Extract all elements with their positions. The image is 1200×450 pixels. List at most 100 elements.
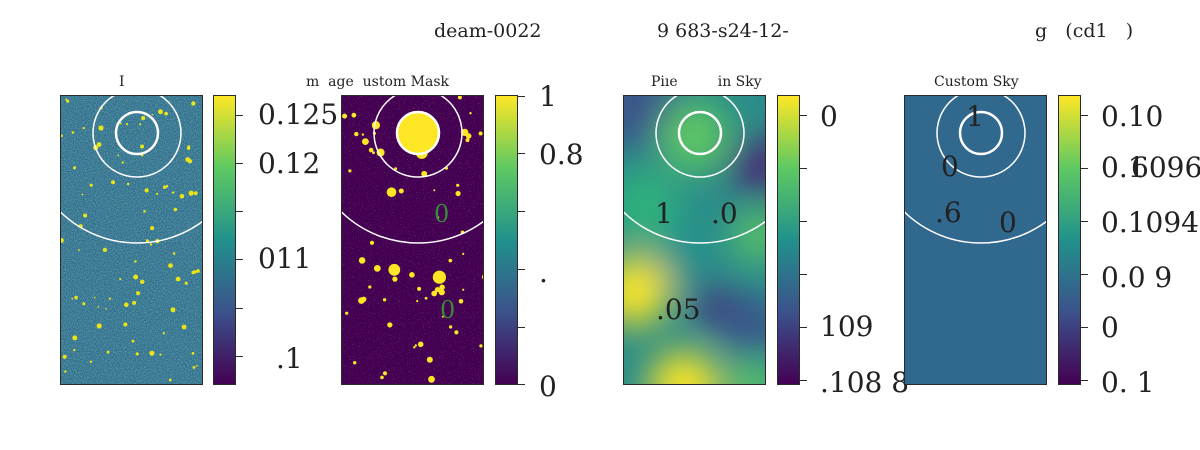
mask-blob — [469, 112, 472, 115]
mask-blob — [478, 131, 483, 136]
source-speck — [98, 125, 104, 131]
mask-overlay-label: 0 — [440, 296, 456, 324]
cbar4-label: 0.1094 — [1101, 206, 1199, 239]
cbar1-label: .1 — [276, 342, 303, 375]
mask-blob — [416, 299, 419, 303]
source-speck — [175, 276, 181, 282]
mask-blob — [353, 361, 357, 365]
source-speck — [102, 247, 107, 252]
mask-blob — [417, 286, 422, 291]
source-speck — [165, 184, 169, 188]
mask-blob — [448, 258, 453, 263]
source-speck — [149, 243, 153, 246]
source-speck — [117, 154, 120, 157]
source-speck — [123, 322, 128, 327]
mask-blob — [409, 272, 415, 278]
source-speck — [71, 297, 74, 300]
mask-blob — [386, 187, 397, 197]
panel-3-title: Piıe in Sky — [651, 74, 762, 90]
source-speck — [141, 116, 146, 121]
custom-sky-overlay-label: 0 — [941, 150, 959, 183]
cbar4-tick — [1081, 115, 1088, 116]
mask-blob — [348, 169, 352, 173]
source-speck — [149, 350, 155, 356]
colorbar-3 — [777, 95, 800, 385]
source-speck — [159, 353, 162, 356]
sky-overlay-label: .0 — [711, 197, 738, 230]
cbar4-label: 0.1 — [1101, 151, 1146, 184]
cbar3-tick — [800, 168, 807, 169]
cbar2-tick — [518, 211, 525, 212]
source-speck — [93, 296, 96, 299]
source-speck — [106, 350, 110, 354]
cbar1-tick — [236, 211, 243, 212]
source-speck — [139, 123, 142, 126]
header-left: deam-0022 — [434, 20, 542, 42]
panel-4-title: Custom Sky — [934, 74, 1019, 90]
header-right: g (cd1 ) — [1035, 20, 1134, 42]
mask-blob — [382, 371, 388, 376]
mask-blob — [351, 112, 357, 118]
source-speck — [133, 274, 139, 280]
source-speck — [119, 122, 122, 125]
custom-sky-overlay-label: .6 — [935, 196, 962, 229]
mask-blob — [455, 190, 461, 197]
mask-blob — [462, 288, 465, 291]
mask-blob — [433, 189, 436, 192]
mask-blob — [342, 113, 348, 119]
cbar3-tick — [800, 380, 807, 381]
mask-blob — [426, 356, 433, 363]
source-speck — [168, 263, 173, 268]
source-speck — [135, 352, 139, 356]
colorbar-1 — [213, 95, 236, 385]
cbar3-tick — [800, 115, 807, 116]
colorbar-2 — [495, 95, 518, 385]
mask-blob — [373, 265, 381, 272]
source-speck — [64, 370, 67, 373]
mask-blob — [481, 274, 483, 280]
source-speck — [108, 297, 111, 300]
source-speck — [121, 161, 124, 164]
cbar3-label: 0 — [820, 100, 838, 133]
mask-blob — [479, 344, 483, 348]
mask-blob — [358, 297, 365, 304]
cbar4-label: 0.10 — [1101, 100, 1164, 133]
source-speck — [83, 213, 88, 218]
cbar4-tick — [1081, 274, 1088, 275]
mask-blob — [437, 216, 440, 219]
source-speck — [136, 291, 141, 296]
source-speck — [162, 185, 167, 189]
source-speck — [99, 324, 102, 327]
cbar3-tick — [800, 327, 807, 328]
mask-blob — [434, 287, 441, 293]
source-speck — [97, 306, 100, 308]
cbar1-tick — [236, 356, 243, 357]
source-speck — [168, 378, 172, 382]
mask-blob — [431, 290, 438, 297]
source-speck — [140, 279, 145, 284]
source-speck — [192, 366, 196, 369]
cbar1-label: 0.12 — [258, 147, 321, 180]
mask-blob — [376, 148, 385, 157]
mask-blob — [369, 240, 375, 245]
source-speck — [196, 269, 200, 273]
cbar2-tick — [518, 384, 525, 385]
custom-sky-svg — [905, 96, 1046, 384]
source-speck — [125, 123, 129, 126]
mask-overlay-label: 0 — [434, 200, 450, 228]
mask-blob — [456, 183, 460, 187]
mask-blob — [457, 96, 462, 100]
cbar4-label: 0.0 9 — [1101, 261, 1173, 294]
mask-blob — [388, 263, 401, 276]
source-speck — [186, 146, 191, 150]
cbar2-tick — [518, 153, 525, 154]
mask-blob — [361, 133, 365, 136]
mask-blob — [382, 298, 387, 302]
mask-blob — [368, 147, 374, 153]
source-speck — [140, 144, 145, 149]
source-speck — [73, 166, 77, 170]
cbar2-tick — [518, 327, 525, 328]
mask-blob — [439, 284, 445, 291]
source-speck — [191, 270, 195, 275]
source-speck — [61, 134, 63, 138]
